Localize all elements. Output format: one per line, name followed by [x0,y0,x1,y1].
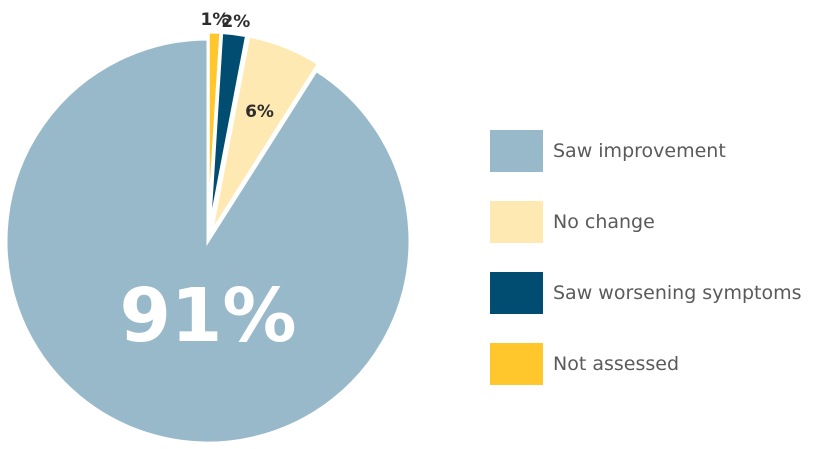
pie-slice-saw-improvement [4,37,412,445]
data-label-saw-improvement: 91% [119,273,296,359]
data-label-not-assessed: 1% [201,10,230,30]
legend-item-saw-worsening-symptoms: Saw worsening symptoms [490,272,828,314]
legend-swatch-not-assessed [490,343,543,385]
legend-swatch-saw-improvement [490,130,543,172]
legend-label-not-assessed: Not assessed [553,353,680,375]
legend-swatch-saw-worsening-symptoms [490,272,543,314]
legend-label-saw-worsening-symptoms: Saw worsening symptoms [553,282,802,304]
legend-swatch-no-change [490,201,543,243]
legend-label-saw-improvement: Saw improvement [553,140,726,162]
data-label-no-change: 6% [245,102,274,122]
legend-item-not-assessed: Not assessed [490,343,828,385]
legend-item-no-change: No change [490,201,828,243]
data-label-saw-worsening-symptoms: 2% [221,12,250,32]
pie-slice-no-change [209,34,321,234]
legend: Saw improvement No change Saw worsening … [490,130,828,414]
legend-item-saw-improvement: Saw improvement [490,130,828,172]
pie-slice-not-assessed [206,30,223,233]
legend-label-no-change: No change [553,211,655,233]
